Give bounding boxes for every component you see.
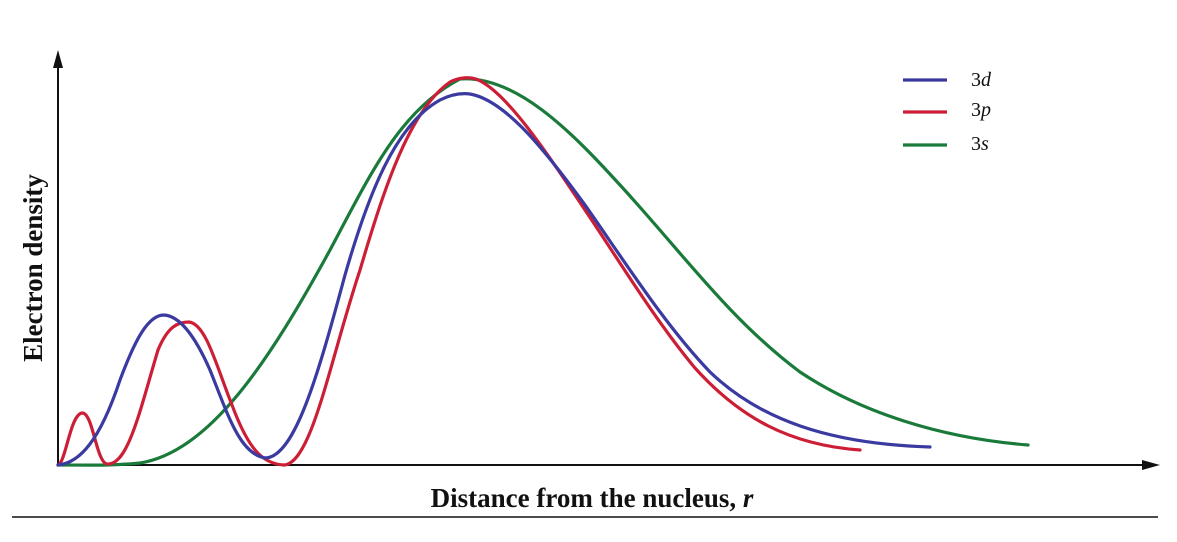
series-line-3s — [56, 77, 1030, 467]
x-axis-title-text: Distance from the nucleus, — [431, 483, 743, 513]
series-line-3p — [56, 76, 862, 467]
x-axis-title-variable: r — [743, 483, 754, 513]
legend-label-3p: 3p — [971, 99, 991, 121]
series-line-3d — [56, 92, 932, 467]
legend-label-3d-letter: d — [981, 69, 992, 91]
y-axis-title: Electron density — [18, 174, 48, 362]
legend: 3d 3p 3s — [903, 69, 992, 155]
legend-label-3d: 3d — [971, 69, 992, 91]
x-axis-arrow-icon — [1142, 460, 1160, 470]
legend-label-3d-num: 3 — [971, 69, 981, 91]
x-axis-title: Distance from the nucleus, r — [431, 483, 754, 513]
legend-label-3s-letter: s — [981, 133, 989, 155]
legend-label-3p-num: 3 — [971, 99, 981, 121]
legend-label-3s-num: 3 — [971, 133, 981, 155]
y-axis-arrow-icon — [53, 50, 63, 68]
legend-label-3p-letter: p — [979, 99, 991, 121]
legend-label-3s: 3s — [971, 133, 989, 155]
